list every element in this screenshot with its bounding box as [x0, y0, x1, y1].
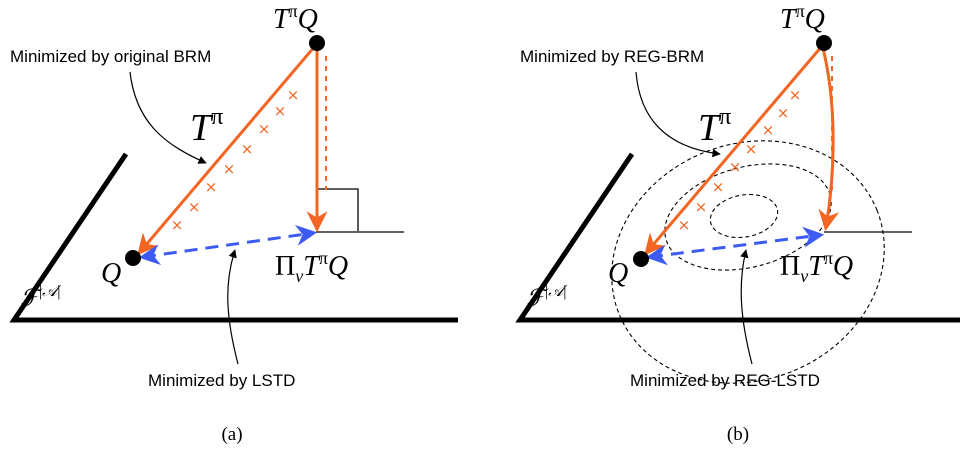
node-top-label: TπQ	[273, 1, 318, 35]
bellman-residual-crosses: × × × × × × × ×	[678, 86, 802, 234]
cross-mark: ×	[171, 216, 184, 234]
right-angle-marker	[316, 188, 359, 231]
operator-arrow	[137, 45, 317, 256]
projection-arrow	[818, 47, 840, 232]
cross-mark: ×	[258, 120, 271, 138]
contour-outer	[611, 140, 885, 384]
lstd-double-arrow	[138, 224, 318, 266]
cross-mark: ×	[287, 86, 300, 104]
operator-label: Tπ	[190, 104, 223, 149]
bottom-label-pointer	[740, 249, 753, 365]
bottom-annotation-label: Minimized by LSTD	[148, 371, 295, 390]
operator-arrow	[644, 45, 824, 256]
cross-mark: ×	[188, 198, 201, 216]
contour-inner	[709, 193, 779, 239]
cross-mark: ×	[712, 178, 725, 196]
cross-mark: ×	[729, 158, 742, 176]
cross-mark: ×	[678, 216, 691, 234]
cross-mark: ×	[777, 104, 790, 122]
space-label: ℱ|𝒜|	[526, 283, 568, 312]
node-proj-label: ΠνTπQ	[275, 248, 348, 286]
cross-mark: ×	[274, 102, 287, 120]
top-label-pointer	[129, 71, 207, 164]
node-top	[816, 35, 832, 51]
cross-mark: ×	[241, 140, 254, 158]
node-top	[309, 35, 325, 51]
node-q	[633, 251, 649, 267]
panel-b: × × × × × × × × Minimized by REG-BRM Min…	[515, 1, 960, 445]
top-annotation-label: Minimized by REG-BRM	[520, 47, 704, 66]
cross-mark: ×	[789, 86, 802, 104]
node-q-label: Q	[608, 258, 628, 289]
panel-a: × × × × × × × × Minimized by original BR…	[9, 1, 458, 445]
bellman-residual-crosses: × × × × × × × ×	[171, 86, 300, 234]
operator-label: Tπ	[698, 104, 731, 149]
panel-caption: (a)	[221, 424, 242, 445]
cross-mark: ×	[695, 198, 708, 216]
panel-caption: (b)	[727, 424, 749, 445]
function-space-plane	[515, 152, 960, 323]
cross-mark: ×	[745, 140, 758, 158]
cross-mark: ×	[223, 160, 236, 178]
top-label-pointer	[635, 71, 721, 158]
node-q-label: Q	[101, 258, 121, 289]
reg-lstd-double-arrow	[645, 226, 825, 266]
node-top-label: TπQ	[780, 1, 825, 35]
bottom-annotation-label: Minimized by REG-LSTD	[630, 371, 820, 390]
cross-mark: ×	[205, 178, 218, 196]
space-label: ℱ|𝒜|	[20, 283, 62, 312]
top-annotation-label: Minimized by original BRM	[10, 47, 211, 66]
cross-mark: ×	[762, 121, 775, 139]
bottom-label-pointer	[227, 249, 239, 365]
node-q	[125, 250, 141, 266]
node-proj-label: ΠνTπQ	[780, 248, 853, 286]
function-space-plane	[9, 152, 458, 323]
